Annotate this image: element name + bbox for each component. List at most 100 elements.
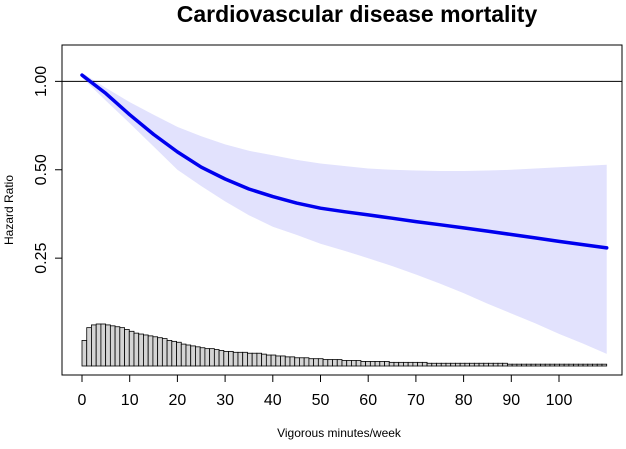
- histogram-bar: [143, 334, 149, 367]
- x-tick-label: 10: [121, 392, 139, 409]
- histogram-bar: [535, 363, 541, 367]
- histogram-bar: [280, 355, 286, 367]
- histogram-bar: [303, 357, 310, 367]
- histogram-bar: [275, 355, 281, 367]
- histogram-bar: [421, 361, 428, 367]
- histogram-bar: [223, 350, 229, 367]
- histogram-bar: [369, 361, 376, 367]
- histogram-bar: [450, 362, 456, 367]
- histogram-bar: [516, 363, 523, 367]
- x-tick-label: 60: [359, 392, 377, 409]
- y-tick-label: 0.50: [33, 154, 50, 185]
- histogram-bar: [256, 352, 263, 367]
- x-tick-label: 40: [264, 392, 282, 409]
- x-tick-label: 20: [169, 392, 187, 409]
- y-tick-label: 1.00: [33, 66, 50, 97]
- histogram-bar: [379, 361, 385, 367]
- histogram-bar: [540, 363, 546, 367]
- y-axis: 0.25 0.50 1.00: [33, 66, 62, 274]
- histogram-bar: [133, 332, 140, 367]
- histogram-bar: [265, 354, 272, 367]
- histogram-bar: [294, 357, 300, 367]
- histogram-bar: [176, 341, 182, 367]
- histogram-bar: [573, 363, 579, 367]
- histogram-bar: [554, 363, 560, 367]
- histogram-bar: [190, 345, 196, 367]
- histogram-bar: [577, 363, 584, 367]
- x-tick-label: 0: [78, 392, 87, 409]
- histogram-bar: [204, 348, 211, 367]
- histogram-bar: [525, 363, 532, 367]
- histogram-bar: [365, 361, 371, 367]
- histogram-bar: [336, 359, 343, 367]
- histogram-bar: [596, 363, 603, 367]
- histogram-bar: [261, 353, 267, 367]
- histogram-bar: [317, 358, 324, 367]
- histogram-bar: [374, 361, 381, 367]
- histogram-bar: [502, 362, 508, 367]
- histogram-bar: [138, 333, 144, 367]
- histogram-bar: [114, 326, 121, 367]
- histogram-bar: [332, 359, 338, 367]
- histogram-bar: [105, 324, 111, 367]
- histogram-bar: [431, 362, 437, 367]
- histogram-bar: [100, 323, 107, 367]
- histogram-bar: [119, 327, 125, 367]
- histogram-bar: [242, 351, 248, 367]
- histogram-bar: [270, 354, 277, 367]
- x-tick-label: 90: [502, 392, 520, 409]
- x-tick-label: 30: [216, 392, 234, 409]
- histogram-bar: [530, 363, 537, 367]
- histogram-bar: [199, 347, 206, 367]
- histogram-bar: [327, 359, 333, 367]
- histogram-bar: [398, 361, 404, 367]
- histogram-bar: [407, 361, 414, 367]
- histogram-bar: [313, 358, 319, 367]
- histogram-bar: [483, 362, 489, 367]
- hazard-ratio-line: [80, 73, 609, 250]
- histogram-bar: [195, 346, 201, 367]
- histogram-bar: [284, 356, 291, 367]
- histogram-bar: [436, 362, 442, 367]
- x-tick-label: 100: [546, 392, 573, 409]
- histogram-bar: [185, 344, 192, 367]
- histogram-bar: [521, 363, 527, 367]
- x-axis: 0 10 20 30 40 50 60 70 80 90 100: [78, 374, 573, 409]
- histogram-bar: [124, 329, 130, 367]
- y-tick-label: 0.25: [33, 243, 50, 274]
- histogram-bar: [228, 350, 234, 367]
- histogram-bar: [601, 363, 608, 367]
- x-axis-label: Vigorous minutes/week: [277, 426, 402, 440]
- histogram-bar: [308, 358, 315, 367]
- histogram-bar: [426, 362, 433, 367]
- histogram-bar: [355, 360, 362, 367]
- histogram-bar: [166, 340, 173, 367]
- histogram-bar: [157, 337, 163, 367]
- histogram-bar: [152, 336, 159, 367]
- histogram-bar: [511, 363, 518, 367]
- histogram-bar: [251, 352, 258, 367]
- histogram-bar: [232, 351, 239, 367]
- histogram-bar: [568, 363, 575, 367]
- histogram-bar: [86, 327, 92, 367]
- histogram-bar: [346, 360, 352, 367]
- x-tick-label: 50: [312, 392, 330, 409]
- histogram-bar: [95, 323, 102, 367]
- histogram-bar: [147, 335, 154, 367]
- chart-title: Cardiovascular disease mortality: [177, 1, 538, 27]
- histogram-bar: [549, 363, 556, 367]
- histogram-bar: [171, 340, 177, 367]
- histogram-bar: [81, 340, 88, 367]
- histogram-bar: [388, 361, 395, 367]
- histogram-bar: [289, 356, 296, 367]
- histogram-bar: [393, 361, 400, 367]
- histogram-bar: [213, 349, 220, 367]
- x-tick-label: 80: [455, 392, 473, 409]
- histogram-bar: [237, 351, 244, 367]
- histogram-bar: [109, 325, 116, 367]
- histogram-bar: [161, 338, 168, 367]
- histogram-bar: [299, 357, 305, 367]
- histogram-bar: [492, 362, 499, 367]
